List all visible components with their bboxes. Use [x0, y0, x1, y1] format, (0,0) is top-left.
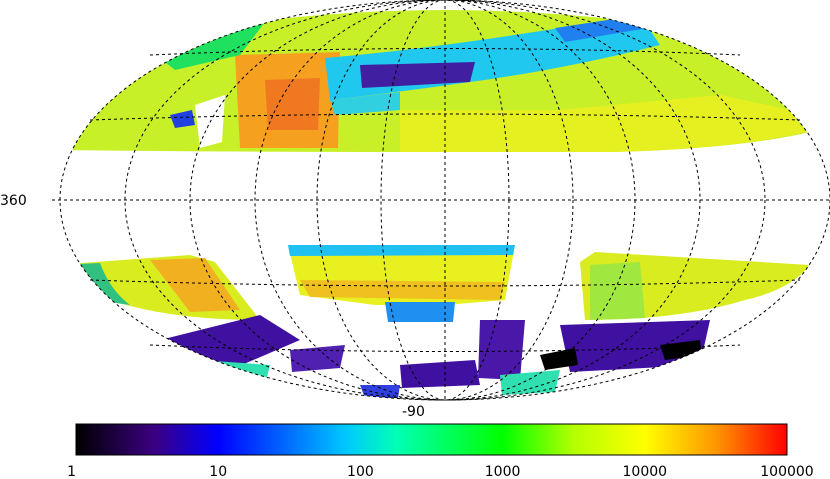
colorbar-tick-label: 10000 — [623, 464, 668, 479]
colorbar-tick-label: 100 — [347, 464, 374, 479]
south-pole-patch-right — [560, 320, 710, 372]
south-pole-patch-left — [160, 315, 300, 370]
south-center-orange-row — [300, 280, 505, 300]
colorbar-gradient — [75, 423, 788, 456]
south-pole-patch-cyan — [500, 370, 560, 395]
south-center-blue-bottom — [385, 302, 455, 322]
south-pole-patch-left-cyan — [200, 360, 270, 385]
north-hotspot-core — [265, 78, 320, 130]
north-yellow-band — [400, 95, 805, 154]
colorbar-ticks: 1 10 100 1000 10000 100000 — [67, 464, 814, 479]
north-green-region — [150, 22, 265, 70]
colorbar-tick-label: 100000 — [760, 464, 813, 479]
south-pole-patch-mid-2 — [400, 360, 480, 388]
south-center-cyan-top — [288, 245, 515, 256]
colorbar-tick-label: 1 — [67, 464, 76, 479]
north-teal-region — [330, 92, 400, 115]
colorbar-tick-label: 10 — [209, 464, 227, 479]
south-pole-patch-mid-3 — [478, 320, 525, 380]
south-right-green — [590, 262, 645, 320]
south-left-orange — [150, 258, 240, 312]
north-purple-patch — [360, 62, 475, 88]
south-pole-patch-black — [540, 348, 578, 370]
longitude-label: 360 — [0, 193, 27, 209]
north-gap-blue — [170, 110, 195, 128]
colorbar-tick-label: 1000 — [485, 464, 521, 479]
south-pole-patch-mid-1 — [290, 345, 345, 372]
graticule — [52, 0, 830, 401]
latitude-label: -90 — [402, 404, 425, 420]
